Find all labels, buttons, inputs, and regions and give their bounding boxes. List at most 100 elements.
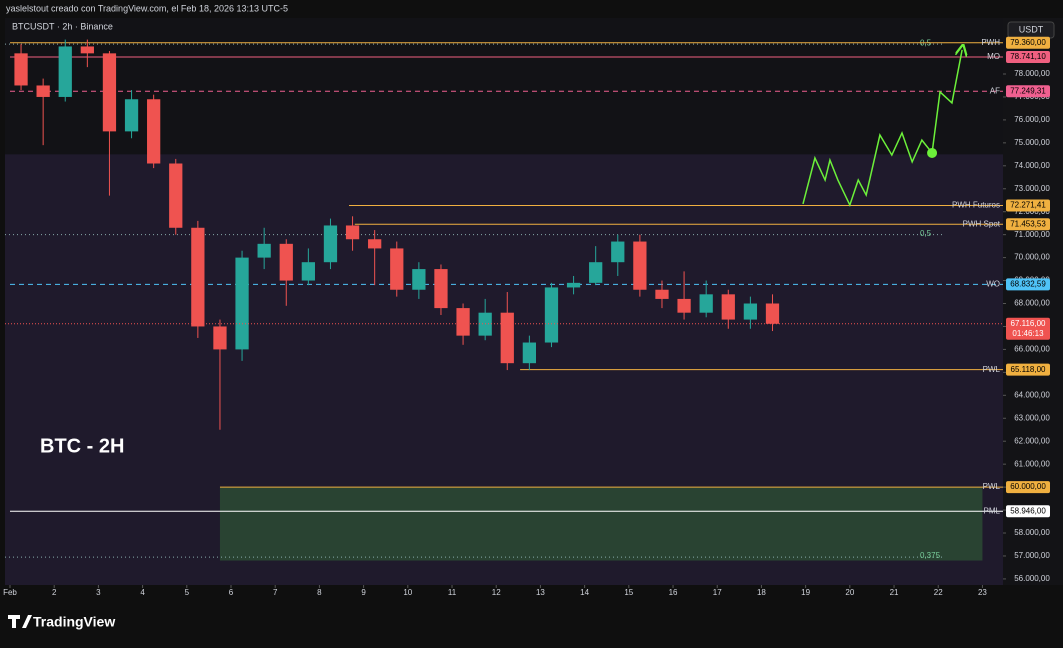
candle-body [434, 269, 448, 309]
candle-body [699, 294, 713, 313]
y-tick-label: 76.000,00 [1014, 115, 1050, 124]
x-tick-label: 18 [757, 588, 766, 597]
candle-body [412, 269, 426, 290]
last-price-label: 67.116,00 [1011, 319, 1047, 328]
candle-body [522, 342, 537, 364]
level-name: PWH [981, 38, 1000, 47]
y-tick-label: 73.000,00 [1014, 184, 1050, 193]
candle-body [589, 262, 603, 283]
footer: TradingView [33, 614, 115, 630]
x-tick-label: 12 [492, 588, 501, 597]
level-value: 65.118,00 [1011, 365, 1047, 374]
candle-body [36, 85, 50, 97]
level-value: 71.453,53 [1010, 219, 1046, 228]
footer-bar [0, 603, 1063, 643]
candle-body [655, 289, 669, 299]
x-tick-label: 11 [448, 588, 457, 597]
candle-body [566, 282, 581, 288]
candle-body [169, 163, 183, 228]
candle-body [235, 257, 249, 350]
level-name: PWL [983, 482, 1001, 491]
level-name: PWH Spot [963, 219, 1001, 228]
projection [802, 50, 962, 208]
chart-title: BTCUSDT · 2h · Binance [12, 21, 113, 31]
x-tick-label: 20 [845, 588, 854, 597]
candle-body [721, 294, 735, 320]
fib-label: 0,5 [920, 229, 932, 238]
level-badge [1006, 505, 1050, 518]
y-tick-label: 75.000,00 [1014, 138, 1050, 147]
annotation: BTC - 2H [40, 435, 124, 457]
candle-body [323, 225, 338, 263]
candle-body [611, 241, 625, 263]
y-tick-label: 70.000,00 [1014, 253, 1050, 262]
candle-body [147, 99, 161, 164]
x-tick-label: 8 [317, 588, 322, 597]
x-tick-label: 6 [229, 588, 234, 597]
x-tick-label: 2 [52, 588, 57, 597]
x-tick-label: 13 [536, 588, 545, 597]
candle-body [743, 303, 758, 320]
x-tick-label: 10 [403, 588, 412, 597]
countdown: 01:46:13 [1012, 329, 1044, 338]
candle-body [345, 225, 360, 240]
candle-body [368, 239, 382, 249]
x-tick-label: 14 [580, 588, 589, 597]
level-badge [1006, 218, 1050, 231]
level-badge [1006, 85, 1050, 98]
x-tick-label: 19 [801, 588, 810, 597]
level-value: 60.000,00 [1010, 482, 1046, 491]
x-tick-label: 4 [140, 588, 145, 597]
candle-body [279, 243, 293, 281]
x-tick-label: 21 [890, 588, 899, 597]
projection-dot [927, 147, 938, 158]
level-badge [1006, 50, 1050, 63]
candle-body [124, 99, 139, 132]
candle-body [191, 227, 205, 327]
level-name: PWH Futuros [952, 201, 1000, 210]
level-value: 77.249,31 [1010, 86, 1046, 95]
y-tick-label: 56.000,00 [1014, 574, 1050, 583]
zone [219, 487, 983, 561]
level-badge [1006, 481, 1050, 494]
level-name: PML [984, 506, 1001, 515]
candle-body [677, 298, 691, 313]
y-tick-label: 58.000,00 [1014, 528, 1050, 537]
candle-body [390, 248, 404, 290]
level-badge [1006, 199, 1050, 212]
candle-body [456, 308, 470, 336]
candle-body [58, 46, 72, 97]
x-tick-label: 9 [361, 588, 366, 597]
candle-body [301, 262, 315, 281]
level-value: 58.946,00 [1010, 506, 1046, 515]
x-tick-label: 22 [934, 588, 943, 597]
y-tick-label: 66.000,00 [1014, 345, 1050, 354]
y-tick-label: 71.000,00 [1014, 230, 1050, 239]
candle-body [544, 287, 559, 343]
y-tick-label: 62.000,00 [1014, 436, 1050, 445]
candle-body [765, 303, 780, 324]
y-tick-label: 64.000,00 [1014, 390, 1050, 399]
level-value: 78.741,10 [1010, 52, 1046, 61]
y-tick-label: 74.000,00 [1014, 161, 1050, 170]
level-value: 79.360,00 [1010, 38, 1046, 47]
level-badge [1006, 278, 1050, 291]
candle-body [102, 53, 117, 132]
y-tick-label: 63.000,00 [1014, 413, 1050, 422]
level-value: 72.271,41 [1010, 201, 1046, 210]
level-value: 68.832,59 [1010, 280, 1046, 289]
candle-body [257, 243, 271, 258]
x-tick-label: 3 [96, 588, 101, 597]
level-badge [1006, 363, 1050, 376]
candle-body [633, 241, 647, 290]
x-tick-label: 15 [624, 588, 633, 597]
candle-body [500, 312, 514, 364]
candle-body [213, 326, 227, 350]
last-price-badge [1006, 317, 1050, 340]
x-tick-label: 16 [669, 588, 678, 597]
y-tick-label: 78.000,00 [1014, 69, 1050, 78]
level-name: PWL [983, 365, 1001, 374]
level-badge [1006, 36, 1050, 49]
fib-label: 0,375 [920, 551, 941, 560]
